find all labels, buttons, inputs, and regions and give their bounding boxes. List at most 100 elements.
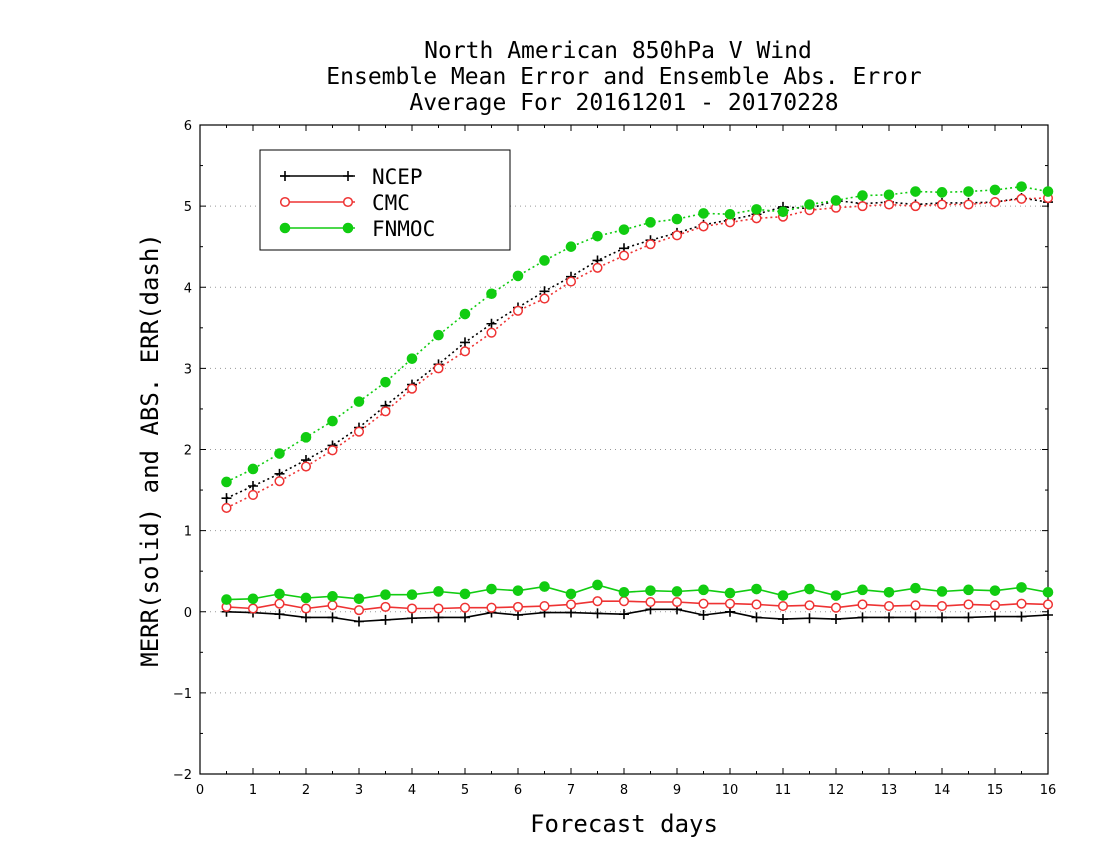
y-axis-label: MERR(solid) and ABS. ERR(dash) [136, 233, 164, 666]
abs-error-point-cmc [963, 199, 974, 210]
abs-error-point-fnmoc [724, 208, 736, 220]
mean-error-point-fnmoc [698, 584, 709, 596]
mean-error-point-fnmoc [989, 585, 1001, 596]
legend-marker-fnmoc [342, 222, 354, 234]
abs-error-point-cmc [486, 327, 497, 338]
abs-error-point-fnmoc [300, 432, 312, 443]
abs-error-point-fnmoc [751, 204, 762, 215]
mean-error-point-cmc [565, 599, 577, 610]
abs-error-point-fnmoc [327, 415, 338, 427]
abs-error-point-cmc [618, 250, 630, 261]
mean-error-point-ncep [301, 612, 311, 623]
abs-error-point-fnmoc [830, 195, 842, 206]
mean-error-point-fnmoc [592, 579, 603, 591]
mean-error-point-ncep [380, 614, 391, 625]
abs-error-point-fnmoc [406, 353, 418, 364]
mean-error-point-cmc [1042, 599, 1054, 610]
mean-error-line-cmc [226, 600, 1049, 611]
abs-error-point-cmc [539, 293, 550, 304]
mean-error-point-fnmoc [1016, 582, 1027, 593]
mean-error-point-fnmoc [857, 584, 868, 596]
mean-error-point-ncep [1043, 609, 1053, 620]
x-tick-label: 6 [514, 783, 522, 798]
x-tick-label: 12 [828, 783, 845, 798]
y-tick-label: 0 [184, 606, 192, 621]
abs-error-point-fnmoc [565, 241, 577, 252]
abs-error-point-cmc [353, 426, 365, 437]
abs-error-point-cmc [327, 445, 338, 456]
legend-marker-cmc [279, 196, 291, 208]
mean-error-point-cmc [883, 601, 895, 612]
abs-error-point-fnmoc [671, 213, 683, 225]
abs-error-point-fnmoc [777, 206, 789, 218]
abs-error-point-fnmoc [989, 184, 1001, 196]
mean-error-point-fnmoc [539, 581, 550, 592]
series-cmc [221, 192, 1054, 616]
abs-error-point-fnmoc [221, 476, 232, 488]
mean-error-point-ncep [460, 612, 470, 623]
abs-error-point-cmc [910, 201, 921, 212]
legend-item-fnmoc: FNMOC [279, 217, 435, 241]
mean-error-point-cmc [539, 601, 550, 612]
mean-error-point-ncep [910, 612, 921, 623]
abs-error-point-fnmoc [963, 186, 974, 197]
abs-error-point-cmc [671, 230, 683, 241]
mean-error-point-ncep [831, 614, 841, 625]
mean-error-point-cmc [406, 603, 418, 614]
mean-error-point-ncep [274, 609, 285, 620]
x-tick-label: 3 [355, 783, 363, 798]
mean-error-point-fnmoc [221, 594, 232, 605]
y-tick-label: 6 [184, 119, 192, 134]
legend-label-ncep: NCEP [372, 165, 423, 189]
mean-error-point-ncep [619, 609, 629, 620]
mean-error-line-ncep [226, 608, 1049, 623]
abs-error-point-cmc [221, 502, 232, 513]
abs-error-point-cmc [433, 363, 444, 374]
mean-error-point-ncep [1016, 611, 1027, 622]
mean-error-point-cmc [777, 601, 789, 612]
mean-error-line-fnmoc [226, 584, 1049, 601]
abs-error-point-fnmoc [857, 190, 868, 201]
x-tick-label: 13 [881, 783, 898, 798]
legend-marker-ncep [280, 171, 290, 181]
abs-error-point-fnmoc [936, 187, 948, 198]
chart-title-line-3: Average For 20161201 - 20170228 [409, 90, 838, 116]
abs-error-point-cmc [751, 213, 762, 224]
abs-error-point-cmc [247, 489, 259, 500]
x-tick-label: 5 [461, 783, 469, 798]
legend-box [259, 149, 511, 251]
legend-label-fnmoc: FNMOC [372, 217, 435, 241]
chart-title-line-2: Ensemble Mean Error and Ensemble Abs. Er… [326, 64, 921, 90]
mean-error-point-cmc [380, 601, 391, 612]
y-tick-label: 3 [184, 362, 192, 377]
abs-error-point-cmc [1016, 193, 1027, 204]
mean-error-point-fnmoc [406, 589, 418, 601]
abs-error-point-ncep [460, 337, 470, 348]
abs-error-point-cmc [406, 383, 418, 394]
mean-error-point-fnmoc [963, 584, 974, 596]
mean-error-point-cmc [512, 601, 524, 612]
mean-error-point-cmc [751, 599, 762, 610]
legend-marker-fnmoc [279, 222, 291, 234]
mean-error-point-cmc [936, 601, 948, 612]
mean-error-point-fnmoc [274, 588, 285, 600]
mean-error-point-fnmoc [724, 587, 736, 599]
mean-error-point-cmc [433, 603, 444, 614]
mean-error-point-fnmoc [804, 583, 815, 595]
mean-error-point-fnmoc [327, 591, 338, 602]
legend-item-ncep: NCEP [280, 165, 423, 189]
x-tick-label: 8 [620, 783, 628, 798]
mean-error-point-cmc [963, 599, 974, 610]
abs-error-point-fnmoc [592, 230, 603, 242]
mean-error-point-cmc [910, 600, 921, 611]
abs-error-point-cmc [857, 201, 868, 212]
abs-error-point-fnmoc [247, 463, 259, 475]
mean-error-point-fnmoc [645, 585, 656, 596]
mean-error-point-cmc [1016, 598, 1027, 609]
mean-error-point-cmc [671, 596, 683, 608]
mean-error-point-fnmoc [247, 593, 259, 605]
y-tick-label: 2 [184, 444, 192, 459]
